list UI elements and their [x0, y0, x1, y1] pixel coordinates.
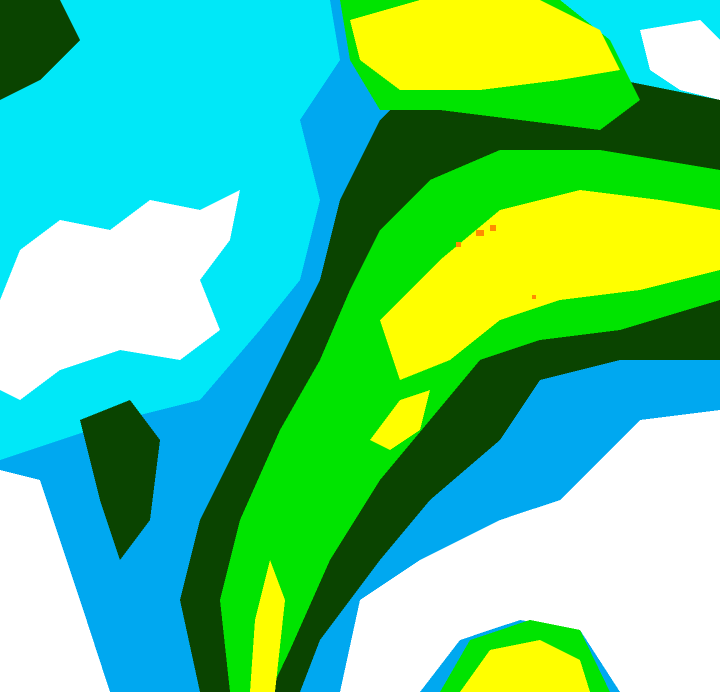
- heavy-streak: [370, 390, 430, 450]
- heavy-band: [380, 190, 720, 380]
- moderate-low-nw: [0, 0, 80, 100]
- no-precip-area-west: [0, 190, 240, 400]
- no-precip-area-southeast: [340, 410, 720, 692]
- very-heavy-cell: [532, 295, 536, 299]
- no-precip-area-ne: [640, 20, 720, 100]
- moderate-low-sw: [80, 400, 160, 560]
- very-heavy-cell: [490, 225, 496, 231]
- heavy-streak-sw: [250, 560, 285, 692]
- very-heavy-cell: [456, 242, 461, 247]
- very-heavy-cell: [476, 230, 484, 236]
- heavy-area-north: [350, 0, 620, 90]
- heavy-area-south: [460, 640, 590, 692]
- no-precip-area-southwest: [0, 470, 110, 692]
